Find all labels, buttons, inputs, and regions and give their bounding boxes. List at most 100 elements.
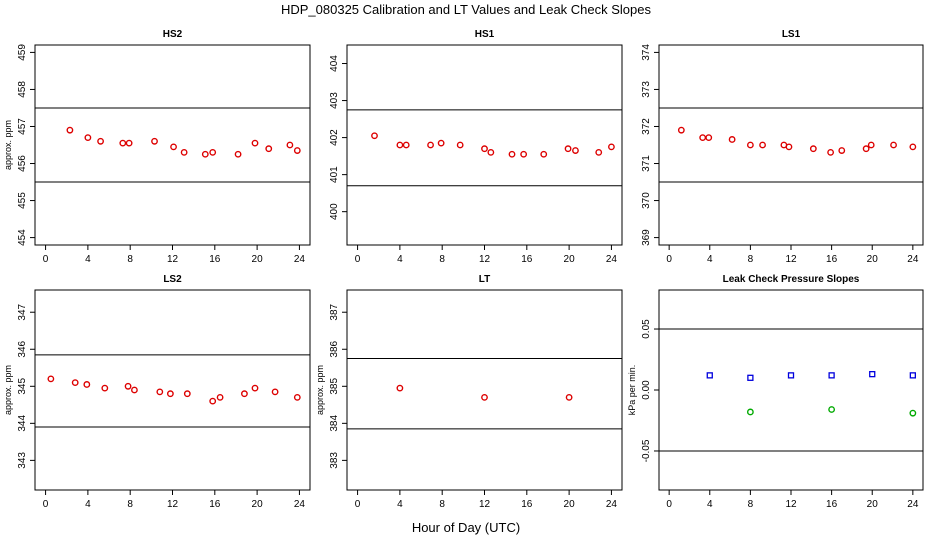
x-tick-label: 20 [564,254,576,265]
data-point [909,409,917,417]
data-point [286,141,294,149]
y-tick-label: 0.05 [641,319,652,339]
x-tick-label: 24 [294,254,306,265]
data-point [747,374,754,381]
data-point [427,141,434,149]
data-point [402,141,410,149]
panel-3: LS2 0 4 8 12 16 20 24 343 344 345 346 347 approx. ppm [3,274,311,510]
data-point [293,147,301,154]
data-point [209,397,217,405]
data-point [83,381,91,388]
data-point [156,388,164,396]
data-point [396,141,404,149]
panel-title: HS1 [475,29,495,40]
x-tick-label: 0 [43,499,49,510]
data-point [97,137,104,145]
x-tick-label: 12 [785,254,797,265]
x-tick-label: 20 [867,254,879,265]
y-tick-label: 385 [329,378,340,395]
y-tick-label: 345 [17,378,28,395]
x-tick-label: 8 [439,254,445,265]
data-point [293,394,301,401]
data-point [47,375,55,383]
y-tick-label: 372 [641,118,652,135]
y-tick-label: 369 [641,229,652,246]
data-point [867,141,875,149]
panel-4: LT 0 4 8 12 16 20 24 383 384 385 386 387 approx. ppm [315,274,623,510]
y-axis-label: kPa per min. [627,365,637,416]
data-point [101,384,109,392]
x-tick-label: 0 [355,254,361,265]
x-tick-label: 20 [252,254,264,265]
x-tick-label: 16 [521,499,533,510]
y-tick-label: 0.00 [641,380,652,400]
y-tick-label: 403 [329,92,340,109]
y-tick-label: 347 [17,303,28,320]
y-tick-label: 455 [17,192,28,209]
x-tick-label: 20 [252,499,264,510]
data-point [827,149,834,156]
x-tick-label: 4 [707,499,713,510]
data-point [131,386,138,394]
x-tick-label: 12 [479,254,491,265]
data-point [909,143,917,151]
data-point [608,143,615,151]
figure-xlabel: Hour of Day (UTC) [412,520,520,535]
x-tick-label: 24 [907,254,919,265]
data-point [241,390,248,398]
data-point [234,150,242,158]
x-tick-label: 12 [167,254,179,265]
data-point [759,141,766,149]
data-point [84,134,92,141]
y-tick-label: 454 [17,229,28,246]
data-point [119,139,127,147]
data-point [66,126,74,134]
y-axis-label: approx. ppm [3,120,13,170]
data-point [809,145,817,153]
data-point [396,384,404,392]
data-point [71,379,79,386]
x-tick-label: 16 [521,254,533,265]
y-tick-label: 402 [329,129,340,146]
x-tick-label: 24 [907,499,919,510]
x-tick-label: 24 [294,499,306,510]
x-tick-label: 4 [707,254,713,265]
data-point [699,134,707,141]
plot-frame [34,289,311,491]
data-point [216,394,224,401]
data-point [787,372,795,379]
x-tick-label: 16 [209,254,221,265]
data-point [677,126,685,134]
data-point [201,150,209,158]
x-tick-label: 4 [85,254,91,265]
data-point [487,149,495,156]
plot-frame [346,289,623,491]
data-point [909,372,916,379]
panel-1: HS1 0 4 8 12 16 20 24 400 401 402 403 404 [329,29,623,265]
y-tick-label: 371 [641,155,652,172]
data-point [565,394,573,401]
data-point [746,141,754,149]
data-point [371,132,378,140]
data-point [481,145,488,153]
x-tick-label: 24 [606,499,618,510]
data-point [595,149,603,156]
data-point [125,139,133,147]
plot-frame [658,289,924,491]
y-tick-label: 404 [329,55,340,72]
data-point [481,394,488,401]
x-tick-label: 20 [564,499,576,510]
x-tick-label: 0 [43,254,49,265]
data-point [183,390,191,398]
data-point [265,145,273,153]
y-tick-label: 374 [641,44,652,61]
x-tick-label: 8 [748,254,754,265]
x-tick-label: 12 [479,499,491,510]
data-point [271,388,279,396]
y-tick-label: 384 [329,415,340,432]
panel-title: Leak Check Pressure Slopes [723,274,860,285]
y-axis-label: approx. ppm [315,365,325,415]
panels-group: HS2 0 4 8 12 16 20 24 454 455 456 457 458 459 approx. … [3,29,924,510]
data-point [251,384,259,392]
